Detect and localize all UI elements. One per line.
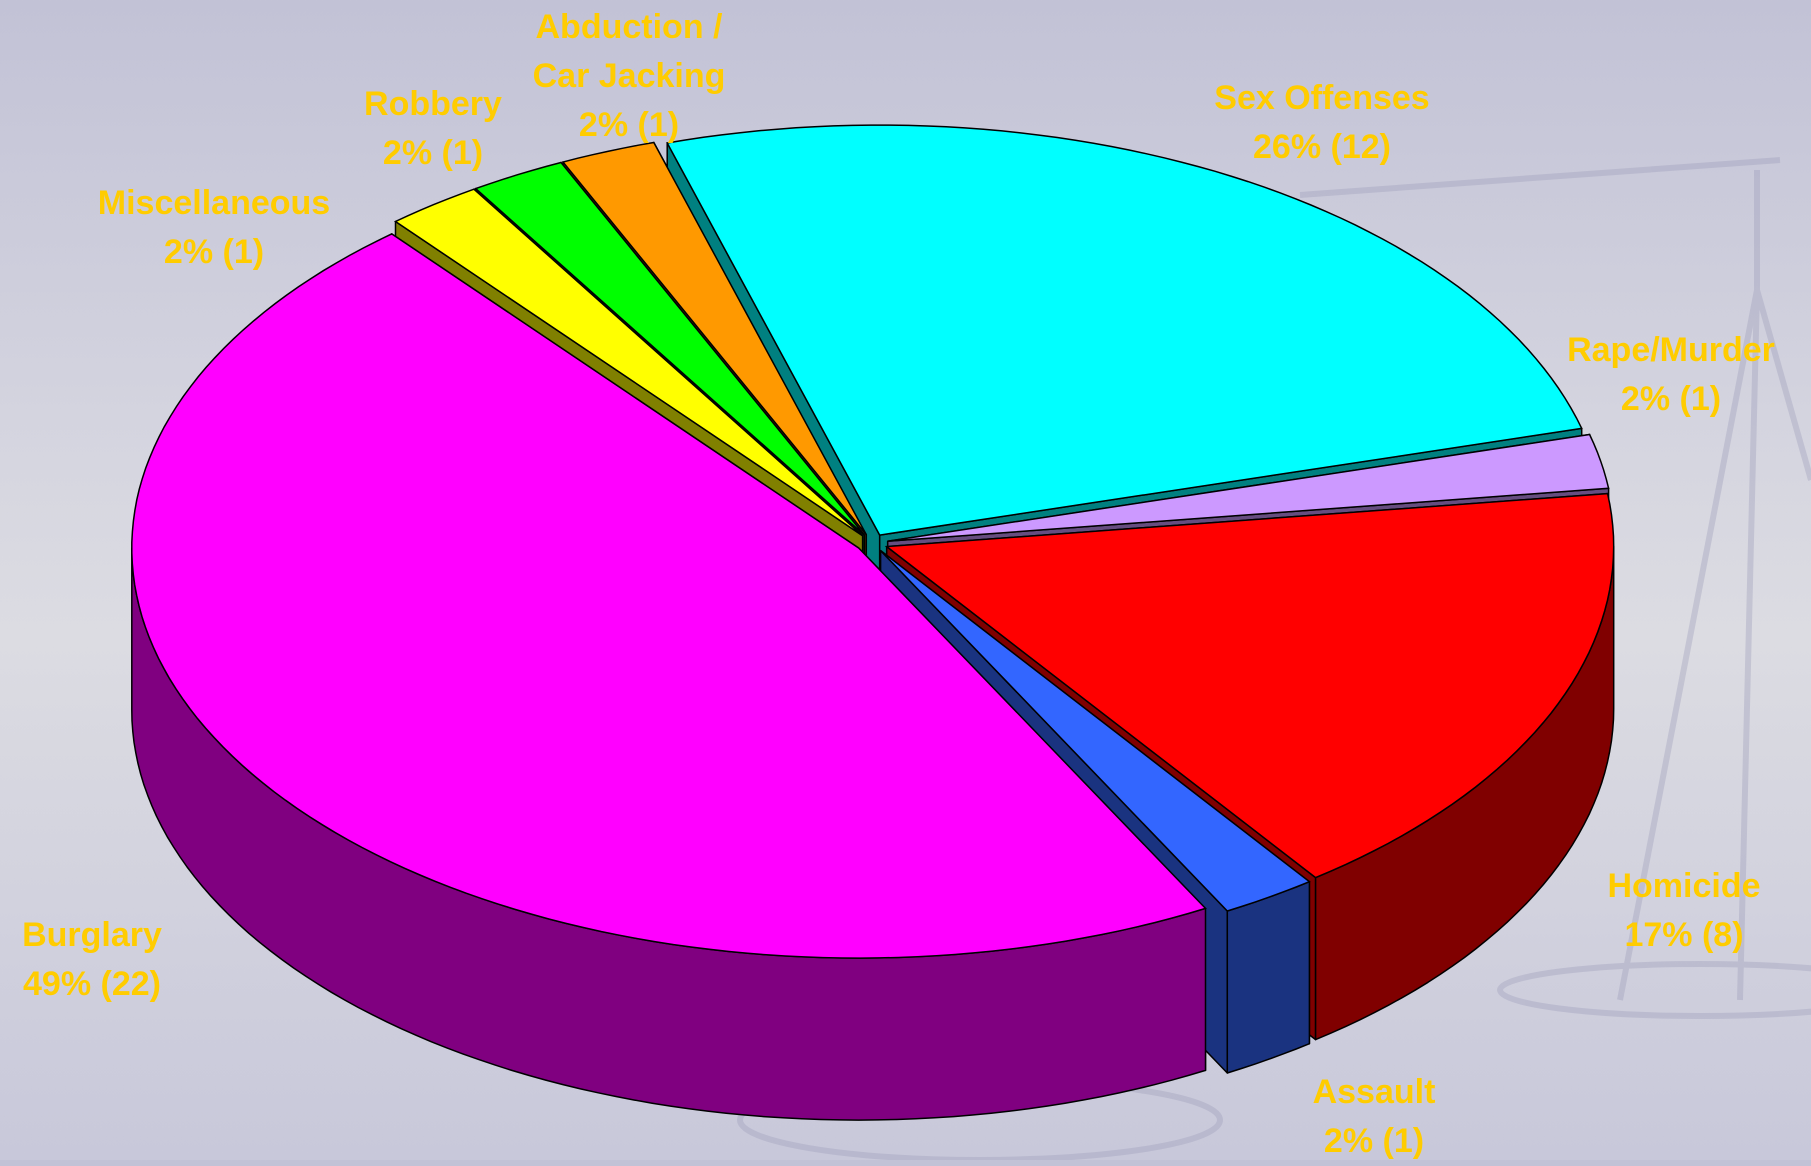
slice-value: 2% (1) [98,228,330,277]
slice-name: Sex Offenses [1214,74,1429,123]
slice-value: 2% (1) [364,129,502,178]
slice-value: 26% (12) [1214,123,1429,172]
slice-value: 2% (1) [533,101,726,150]
slice-side [1227,882,1309,1073]
slice-name: Burglary [22,911,162,960]
slice-name: Homicide [1607,862,1760,911]
page: Sex Offenses26% (12)Rape/Murder2% (1)Hom… [0,0,1811,1160]
chart [0,0,1811,1160]
slice-value: 49% (22) [22,960,162,1009]
slice-name: Robbery [364,80,502,129]
slice-value: 17% (8) [1607,911,1760,960]
slice-name: Assault [1313,1068,1436,1117]
slice-value: 2% (1) [1313,1117,1436,1166]
slice-name: Rape/Murder [1567,326,1775,375]
slice-value: 2% (1) [1567,375,1775,424]
slice-name: Miscellaneous [98,179,330,228]
slice-name: Abduction / Car Jacking [533,3,726,101]
